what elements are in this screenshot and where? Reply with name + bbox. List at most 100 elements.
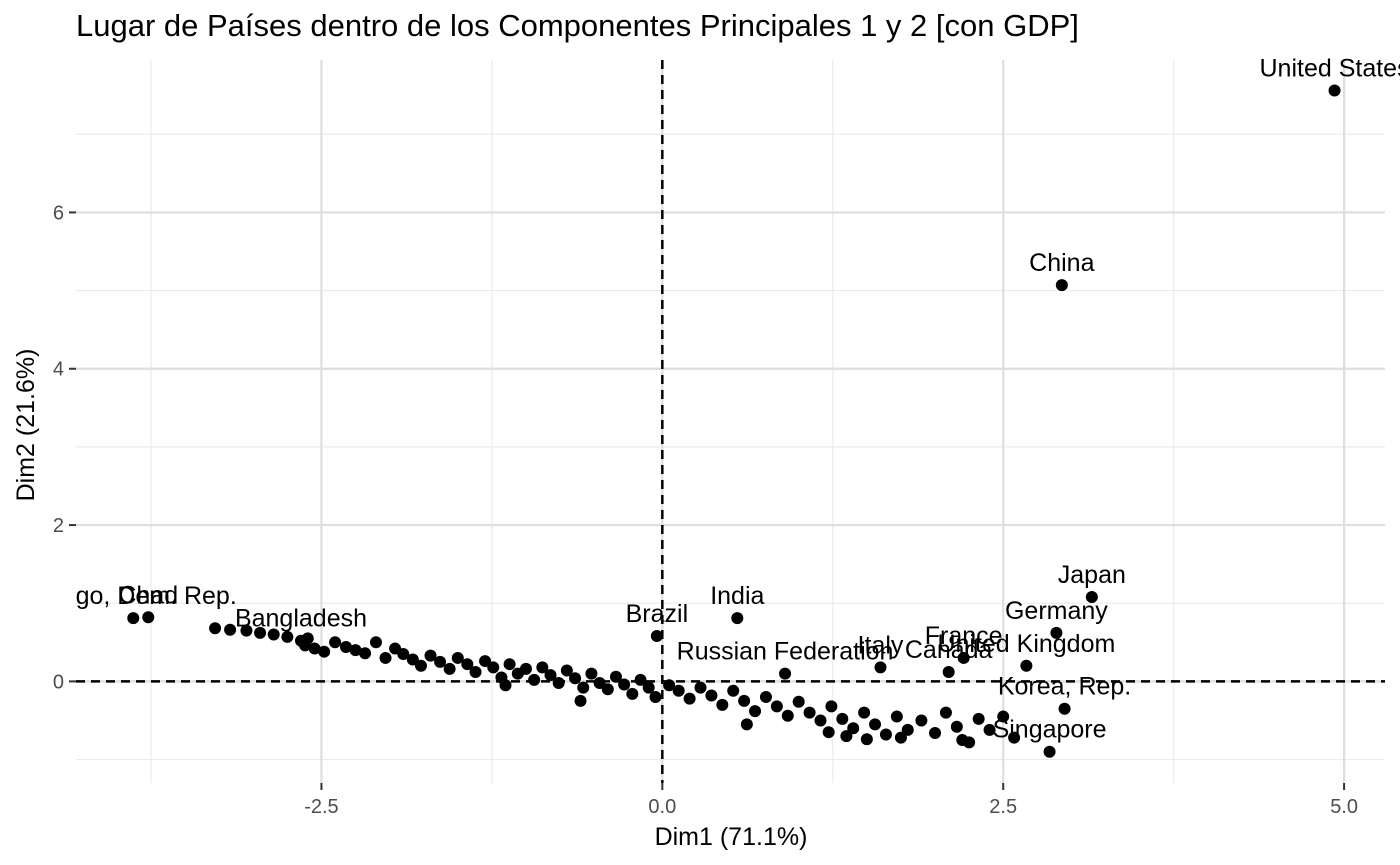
data-point [359,647,372,660]
y-tick-label: 4 [53,359,64,381]
data-point [593,676,606,689]
data-point [1020,659,1033,672]
y-axis-label: Dim2 (21.6%) [12,349,40,502]
y-tick-label: 2 [53,515,64,537]
data-point [499,679,512,692]
points-layer [127,84,1341,758]
data-point [329,636,342,649]
data-point [577,681,590,694]
data-point [1008,731,1021,744]
x-axis-label: Dim1 (71.1%) [655,823,808,851]
x-tick-label: -2.5 [304,796,338,818]
data-point [1050,626,1063,639]
data-point [803,706,816,719]
data-point [618,678,631,691]
data-point [318,645,331,658]
point-label: Italy [858,631,904,659]
data-point [434,655,447,668]
data-point [957,651,970,664]
data-point [869,718,882,731]
data-point [915,714,928,727]
data-point [406,653,419,666]
data-point [267,628,280,641]
y-tick-label: 0 [53,671,64,693]
data-point [860,733,873,746]
data-point [814,714,827,727]
data-point [308,642,321,655]
data-point [127,612,140,625]
data-point [858,706,871,719]
point-label: Korea, Rep. [998,673,1131,701]
data-point [1085,590,1098,603]
data-point [649,691,662,704]
data-point [254,626,267,639]
y-tick-label: 6 [53,202,64,224]
data-point [879,728,892,741]
data-point [836,712,849,725]
data-point [1043,745,1056,758]
point-label: Singapore [993,716,1107,744]
point-label: United States [1260,54,1400,82]
data-point [731,612,744,625]
point-label: Brazil [626,600,689,628]
data-point [822,726,835,739]
data-point [560,664,573,677]
data-point [694,681,707,694]
data-point [781,709,794,722]
data-point [929,726,942,739]
data-point [479,655,492,668]
data-point [528,673,541,686]
point-label: India [710,582,764,610]
data-point [672,684,685,697]
data-point [874,661,887,674]
point-label: Japan [1058,561,1126,589]
data-point [749,705,762,718]
data-point [142,611,155,624]
data-point [683,692,696,705]
data-point [972,712,985,725]
data-point [552,676,565,689]
data-point [939,706,952,719]
data-point [461,658,474,671]
data-point [224,623,237,636]
data-point [956,734,969,747]
data-point [716,698,729,711]
point-label: Congo, Dem. Rep. [30,582,237,610]
plot-panel [76,60,1385,783]
data-point [759,691,772,704]
x-tick-label: 5.0 [1330,796,1358,818]
data-point [349,644,362,657]
point-labels-layer: United States China Japan Germany United Kin… [30,54,1400,744]
point-label: France [925,622,1003,650]
data-point [890,710,903,723]
data-point [503,658,516,671]
data-point [727,684,740,697]
data-point [414,659,427,672]
data-point [487,661,500,674]
data-point [626,687,639,700]
point-label: United Kingdom [937,630,1115,658]
data-point [536,661,549,674]
data-point [339,640,352,653]
point-label: Chad [118,581,178,609]
axes: -2.5 0.0 2.5 5.0 0 2 4 6 [53,202,1358,818]
point-label: China [1029,249,1094,277]
point-label: Bangladesh [235,605,367,633]
data-point [544,669,557,682]
data-point [950,720,963,733]
data-point [901,723,914,736]
data-point [601,683,614,696]
x-tick-label: 0.0 [648,796,676,818]
data-point [574,694,587,707]
data-point [379,651,392,664]
data-point [585,667,598,680]
data-point [281,630,294,643]
data-point [894,731,907,744]
data-point [451,651,464,664]
data-point [840,730,853,743]
data-point [424,649,437,662]
data-point [634,673,647,686]
data-point [1055,279,1068,292]
